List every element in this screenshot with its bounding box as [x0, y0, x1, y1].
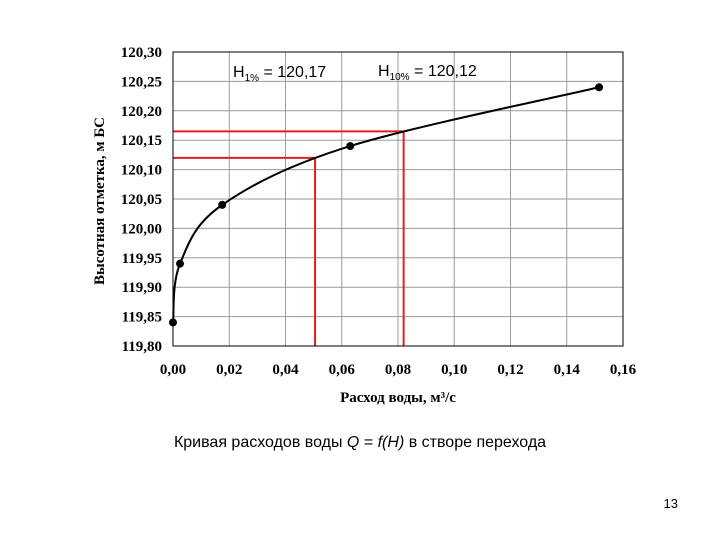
annotation-h1-sub: 1% [245, 73, 260, 84]
caption-eq: = [359, 434, 378, 451]
reference-lines [173, 130, 405, 346]
x-tick-label: 0,10 [441, 362, 467, 378]
y-tick-label: 120,00 [121, 221, 162, 237]
x-tick-label: 0,08 [385, 362, 411, 378]
y-tick-label: 120,30 [121, 45, 162, 61]
x-tick-label: 0,00 [160, 362, 186, 378]
annotation-h1-main: H [233, 64, 245, 81]
y-axis-title: Высотная отметка, м БС [92, 117, 108, 285]
y-tick-label: 120,10 [121, 163, 162, 179]
annotation-h10: H10% = 120,12 [378, 63, 477, 83]
annotation-h1: H1% = 120,17 [233, 64, 326, 84]
x-tick-label: 0,04 [272, 362, 299, 378]
caption-f: f(H) [377, 434, 405, 451]
data-point-marker [218, 200, 227, 209]
plot-frame [172, 51, 624, 347]
slide-caption: Кривая расходов воды Q = f(H) в створе п… [0, 434, 720, 452]
caption-q: Q [346, 434, 360, 451]
annotation-h10-value: = 120,12 [410, 63, 477, 80]
page-number: 13 [663, 496, 678, 511]
x-tick-label: 0,02 [216, 362, 242, 378]
caption-suffix: в створе перехода [404, 434, 547, 451]
annotation-h10-sub: 10% [390, 72, 410, 83]
y-tick-label: 119,95 [122, 251, 162, 267]
data-point-marker [346, 142, 355, 151]
x-tick-label: 0,12 [497, 362, 523, 378]
data-point-marker [595, 83, 604, 92]
y-tick-label: 120,05 [121, 192, 162, 208]
y-tick-label: 119,90 [122, 280, 162, 296]
x-axis-title: Расход воды, м³/с [340, 390, 456, 406]
x-tick-label: 0,06 [329, 362, 356, 378]
y-tick-label: 119,85 [122, 310, 162, 326]
tick-labels: 119,80 119,85 119,90 119,95 120,00 120,05 120,… [121, 45, 637, 378]
annotation-h10-main: H [378, 63, 390, 80]
y-tick-label: 120,15 [121, 133, 162, 149]
x-tick-label: 0,14 [554, 362, 581, 378]
curve-layer [169, 83, 604, 327]
y-tick-label: 120,20 [121, 104, 162, 120]
y-tick-label: 120,25 [121, 74, 162, 90]
annotation-h1-value: = 120,17 [259, 64, 326, 81]
data-point-marker [176, 259, 185, 268]
caption-prefix: Кривая расходов воды [173, 434, 347, 451]
grid [173, 52, 623, 346]
x-tick-label: 0,16 [610, 362, 637, 378]
y-tick-label: 119,80 [122, 339, 162, 355]
